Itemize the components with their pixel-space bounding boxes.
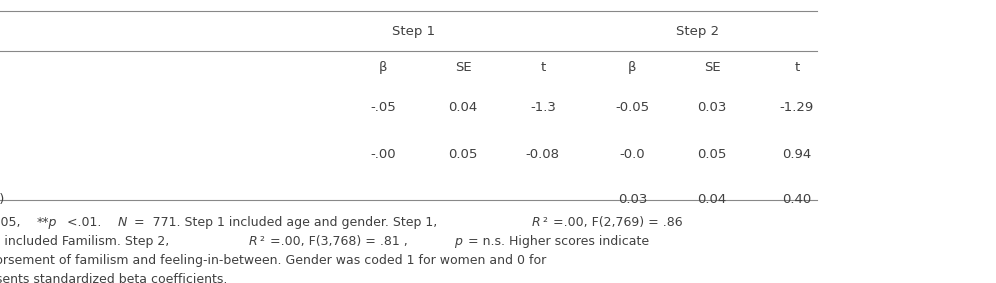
Text: -.00: -.00 [371,148,396,161]
Text: p: p [454,235,462,248]
Text: = n.s. Higher scores indicate: = n.s. Higher scores indicate [464,235,649,248]
Text: 0.03: 0.03 [618,193,647,206]
Text: ²: ² [543,216,548,229]
Text: t: t [794,61,800,74]
Text: β: β [628,61,636,74]
Text: =.00, F(2,769) = .86: =.00, F(2,769) = .86 [549,216,683,229]
Text: 0.40: 0.40 [782,193,812,206]
Text: 0.05: 0.05 [448,148,478,161]
Text: 0.04: 0.04 [448,101,478,114]
Text: 0.04: 0.04 [697,193,727,206]
Text: -0.05: -0.05 [616,101,649,114]
Text: =.00, F(3,768) = .81 ,: =.00, F(3,768) = .81 , [266,235,412,248]
Text: -1.29: -1.29 [780,101,814,114]
Text: <.01.: <.01. [63,216,106,229]
Text: <.05,: <.05, [0,216,25,229]
Text: **p: **p [37,216,58,229]
Text: R: R [249,235,257,248]
Text: -.05: -.05 [371,101,396,114]
Text: =  771. Step 1 included age and gender. Step 1,: = 771. Step 1 included age and gender. S… [130,216,441,229]
Text: R: R [532,216,540,229]
Text: ²: ² [260,235,265,248]
Text: -0.0: -0.0 [620,148,645,161]
Text: SE: SE [704,61,720,74]
Text: stronger endorsement of familism and feeling-in-between. Gender was coded 1 for : stronger endorsement of familism and fee… [0,254,547,267]
Text: Step 1: Step 1 [391,25,435,38]
Text: 0.03: 0.03 [697,101,727,114]
Text: men. β represents standardized beta coefficients.: men. β represents standardized beta coef… [0,273,228,283]
Text: 0.94: 0.94 [782,148,812,161]
Text: Familism (T1): Familism (T1) [0,193,5,206]
Text: SE: SE [455,61,471,74]
Text: -1.3: -1.3 [530,101,556,114]
Text: = n.s.. Step 2 included Familism. Step 2,: = n.s.. Step 2 included Familism. Step 2… [0,235,173,248]
Text: N: N [118,216,127,229]
Text: β: β [379,61,387,74]
Text: t: t [540,61,546,74]
Text: 0.05: 0.05 [697,148,727,161]
Text: -0.08: -0.08 [526,148,560,161]
Text: Step 2: Step 2 [675,25,719,38]
